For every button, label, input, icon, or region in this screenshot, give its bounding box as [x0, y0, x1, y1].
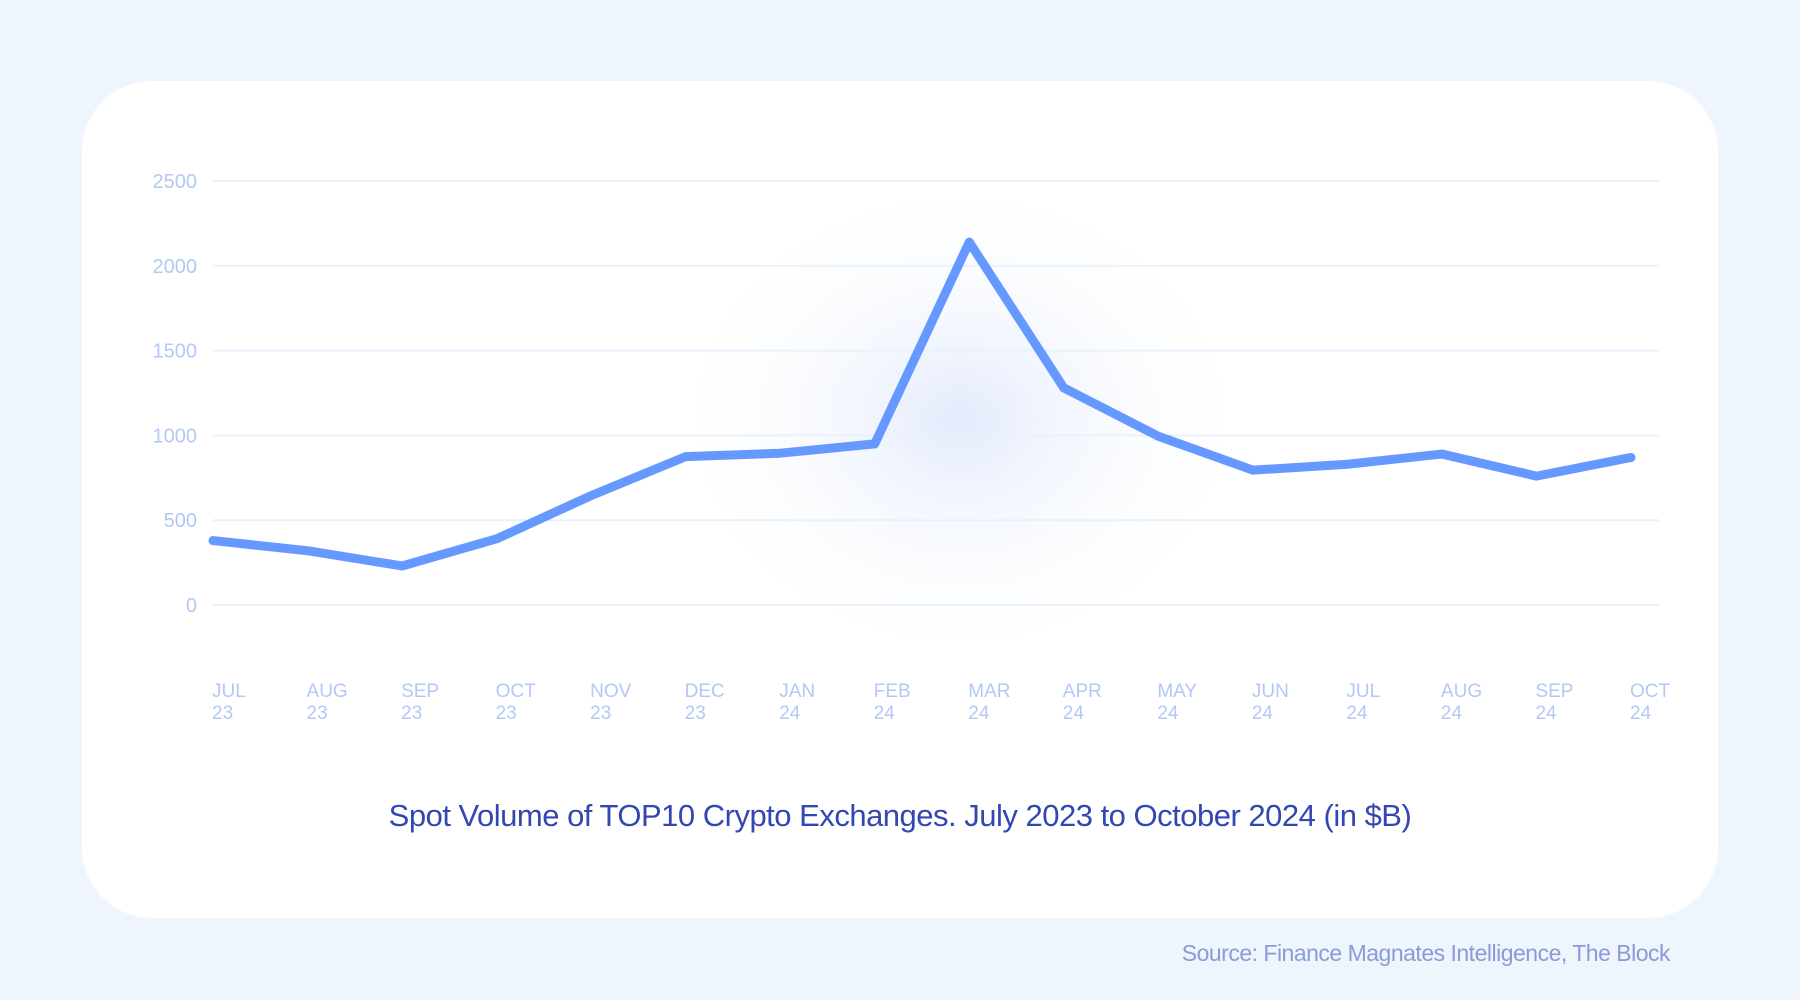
x-tick-label: FEB 24 — [874, 681, 911, 724]
x-tick-label: NOV 23 — [590, 681, 632, 724]
series-line — [208, 237, 1636, 571]
x-tick-label: OCT 23 — [496, 681, 536, 724]
x-tick-label: SEP 24 — [1535, 681, 1573, 724]
y-tick-label: 0 — [186, 595, 197, 617]
x-tick-label: AUG 23 — [307, 681, 348, 724]
x-tick-label: JUL 24 — [1346, 681, 1380, 724]
y-tick-label: 2500 — [153, 171, 198, 193]
x-tick-label: JAN 24 — [779, 681, 815, 724]
x-tick-label: SEP 23 — [401, 681, 439, 724]
y-tick-label: 500 — [164, 510, 197, 532]
x-tick-label: APR 24 — [1063, 681, 1102, 724]
y-tick-label: 1500 — [153, 341, 198, 363]
glow — [660, 170, 1260, 670]
y-tick-label: 1000 — [153, 425, 198, 447]
chart-title: Spot Volume of TOP10 Crypto Exchanges. J… — [388, 798, 1412, 833]
y-tick-label: 2000 — [153, 256, 198, 278]
x-tick-label: OCT 24 — [1630, 681, 1671, 724]
x-tick-label: JUN 24 — [1252, 681, 1289, 724]
x-tick-label: AUG 24 — [1441, 681, 1482, 724]
source-note: Source: Finance Magnates Intelligence, T… — [1181, 940, 1671, 966]
x-tick-label: DEC 23 — [685, 681, 725, 724]
x-tick-label: JUL 23 — [212, 681, 246, 724]
x-tick-label: MAR 24 — [968, 681, 1010, 724]
x-tick-label: MAY 24 — [1157, 681, 1197, 724]
